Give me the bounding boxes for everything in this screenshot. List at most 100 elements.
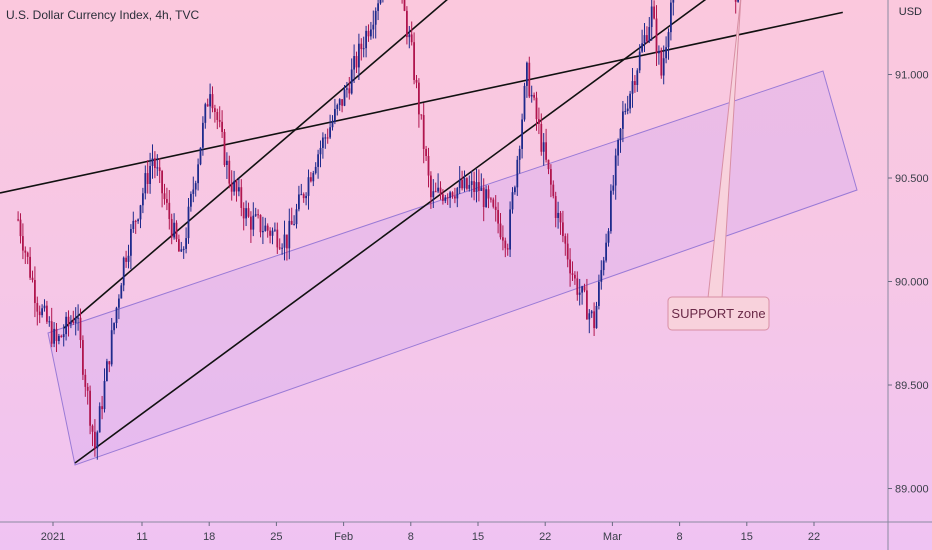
candle-body	[521, 119, 523, 149]
candle-body	[199, 147, 202, 165]
ascending-channel[interactable]	[47, 70, 858, 466]
candle-body	[439, 187, 442, 195]
candle-body	[422, 115, 425, 149]
candle-body	[470, 181, 473, 185]
candle-body	[485, 189, 487, 208]
candle-body	[134, 220, 137, 222]
candle-body	[185, 238, 187, 249]
descending-resistance-line[interactable]	[0, 11, 843, 194]
candle-body	[406, 10, 408, 38]
candle-body	[511, 192, 514, 210]
candles	[17, 0, 739, 460]
x-tick-label: 8	[408, 531, 414, 543]
candle-body	[41, 308, 43, 316]
candle-body	[317, 154, 319, 167]
candle-body	[338, 99, 341, 106]
candle-body	[326, 137, 329, 139]
x-tick-label: 15	[472, 531, 484, 543]
candle-body	[24, 250, 27, 253]
candle-body	[502, 237, 504, 241]
candle-body	[665, 47, 667, 59]
candle-body	[26, 252, 29, 257]
candle-body	[192, 189, 195, 194]
channel-upper-line[interactable]	[63, 0, 843, 329]
candle-body	[583, 286, 586, 291]
candle-body	[53, 328, 55, 344]
candle-body	[262, 230, 264, 233]
candle-body	[641, 43, 643, 52]
y-tick-label: 89.500	[895, 380, 929, 392]
candle-body	[629, 93, 631, 109]
candle-body	[276, 229, 279, 248]
candle-body	[312, 173, 315, 182]
candle-body	[103, 381, 106, 410]
candle-body	[595, 305, 598, 329]
candle-body	[122, 257, 125, 286]
candle-body	[283, 234, 286, 248]
candle-body	[259, 214, 262, 233]
candle-body	[350, 69, 353, 94]
candle-body	[139, 205, 142, 220]
candle-body	[506, 248, 509, 250]
candle-body	[550, 169, 552, 185]
candle-body	[622, 111, 624, 129]
candle-body	[540, 124, 543, 152]
y-tick-label: 89.000	[895, 484, 929, 496]
candle-body	[494, 206, 497, 210]
candle-body	[62, 334, 65, 338]
candle-body	[554, 196, 557, 218]
candle-body	[247, 208, 250, 217]
candle-body	[559, 212, 562, 223]
candle-body	[434, 191, 437, 193]
candle-body	[564, 236, 567, 244]
candle-body	[197, 164, 199, 184]
support-zone-callout[interactable]	[667, 296, 770, 331]
candle-body	[214, 108, 216, 112]
candle-body	[154, 158, 156, 169]
y-tick-label: 90.000	[895, 277, 929, 289]
candle-body	[427, 156, 430, 176]
candle-body	[480, 187, 483, 191]
candle-body	[307, 177, 310, 196]
candle-body	[670, 2, 672, 33]
candle-body	[581, 286, 583, 293]
candle-body	[22, 236, 24, 251]
candle-body	[82, 340, 84, 375]
y-tick-label: 91.000	[895, 70, 929, 82]
candle-body	[660, 50, 663, 76]
candle-body	[334, 108, 336, 122]
candle-body	[106, 361, 108, 382]
candle-body	[113, 323, 115, 331]
candle-body	[346, 88, 348, 90]
candle-body	[266, 225, 269, 231]
candle-body	[86, 386, 89, 391]
candle-body	[643, 35, 646, 44]
candle-body	[504, 240, 507, 249]
candle-body	[218, 119, 221, 122]
candle-body	[569, 259, 571, 274]
candle-body	[166, 199, 168, 203]
candle-body	[235, 181, 238, 192]
candle-body	[34, 279, 36, 304]
candle-body	[492, 199, 495, 207]
candle-body	[607, 231, 610, 243]
candle-body	[209, 94, 211, 107]
candle-body	[252, 215, 255, 230]
candle-body	[108, 361, 111, 365]
candle-body	[667, 32, 670, 48]
candle-body	[598, 281, 600, 306]
x-tick-label: 22	[539, 531, 551, 543]
candle-body	[516, 159, 519, 188]
candle-body	[588, 313, 591, 320]
candle-body	[331, 121, 334, 128]
candle-body	[36, 303, 39, 312]
candle-body	[170, 219, 173, 238]
candle-body	[482, 187, 485, 208]
candle-body	[127, 255, 130, 262]
candle-body	[557, 212, 559, 218]
candle-body	[125, 257, 127, 262]
candle-body	[190, 193, 192, 207]
candle-body	[319, 147, 322, 155]
